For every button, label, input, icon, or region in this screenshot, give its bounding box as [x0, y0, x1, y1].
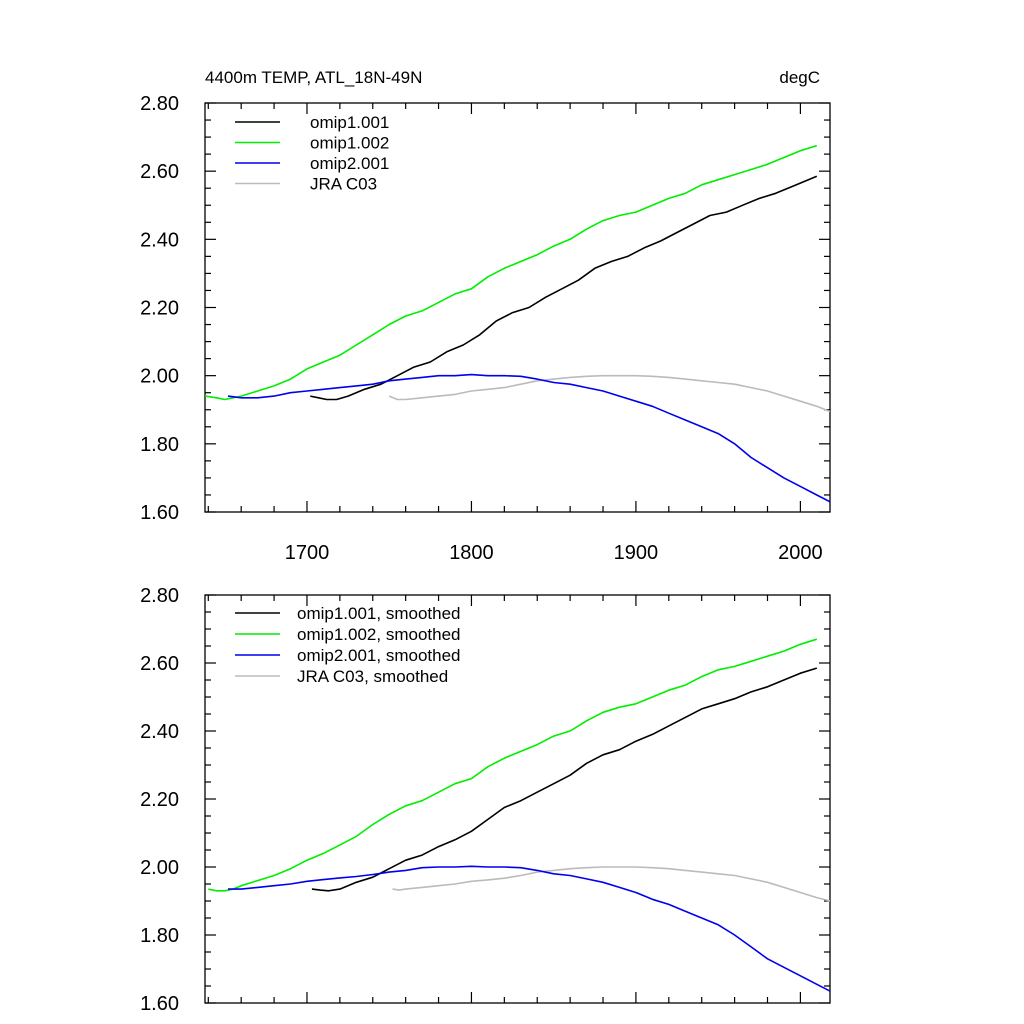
- y-tick-label: 2.20: [140, 298, 179, 320]
- series-line-3: [227, 373, 830, 503]
- y-tick-label: 1.60: [140, 993, 179, 1015]
- legend-label-1: omip1.001: [310, 113, 389, 132]
- y-tick-label: 2.60: [140, 161, 179, 183]
- chart-title: 4400m TEMP, ATL_18N-49N: [205, 68, 422, 87]
- legend-label-4: JRA C03: [310, 175, 377, 194]
- y-tick-label: 2.40: [140, 229, 179, 251]
- y-tick-label: 2.40: [140, 721, 179, 743]
- y-tick-label: 1.80: [140, 434, 179, 456]
- series-line-4: [392, 866, 830, 902]
- y-tick-label: 1.80: [140, 925, 179, 947]
- legend-label-2: omip1.002: [310, 134, 389, 153]
- y-tick-label: 2.00: [140, 857, 179, 879]
- y-tick-label: 2.00: [140, 366, 179, 388]
- y-tick-label: 2.80: [140, 585, 179, 607]
- legend-label-4: JRA C03, smoothed: [297, 667, 448, 686]
- legend-label-3: omip2.001, smoothed: [297, 646, 461, 665]
- chart-panel-2: 1.60 1.80 2.00 2.20 2.40 2.60 2.80 omip1.001, s…: [140, 585, 831, 1015]
- series-line-2: [205, 144, 818, 401]
- chart-panel-1: 1.60 1.80 2.00 2.20 2.40 2.60 2.80 1700 1800 1900…: [140, 68, 831, 564]
- y-tick-label: 2.80: [140, 93, 179, 115]
- x-tick-label: 2000: [778, 542, 823, 564]
- legend-label-2: omip1.002, smoothed: [297, 625, 461, 644]
- x-tick-label: 1900: [614, 542, 659, 564]
- units-label: degC: [779, 68, 820, 87]
- series-line-1: [310, 175, 818, 401]
- legend-label-3: omip2.001: [310, 154, 389, 173]
- legend-label-1: omip1.001, smoothed: [297, 604, 461, 623]
- series-line-4: [388, 374, 830, 413]
- series-line-2: [208, 638, 818, 892]
- x-tick-label: 1700: [285, 542, 330, 564]
- series-line-3: [228, 865, 830, 992]
- y-tick-label: 2.60: [140, 653, 179, 675]
- x-tick-label: 1800: [449, 542, 494, 564]
- y-tick-label: 2.20: [140, 789, 179, 811]
- y-tick-label: 1.60: [140, 502, 179, 524]
